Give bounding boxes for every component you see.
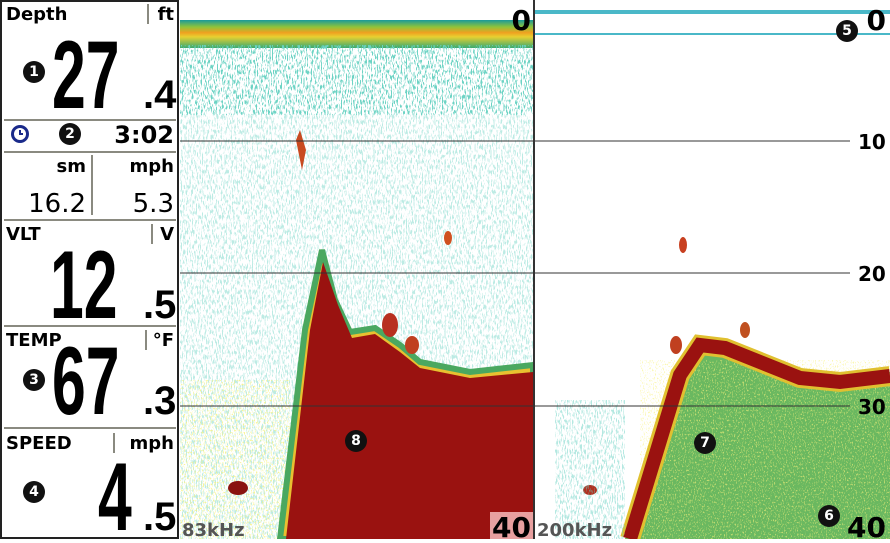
voltage-label: VLT <box>6 224 41 245</box>
frequency: 83kHz <box>182 520 245 539</box>
speed-value: 4 <box>98 444 132 539</box>
time-value: 3:02 <box>114 121 174 149</box>
sonar-83khz <box>180 20 533 539</box>
marker: 4 <box>23 481 45 503</box>
panel-frame <box>0 0 179 539</box>
distance-value: 16.2 <box>28 189 86 219</box>
marker-number: 8 <box>351 433 361 449</box>
temp-unit: °F <box>153 330 174 351</box>
marker-number: 5 <box>842 23 852 39</box>
frequency: 200kHz <box>537 520 612 539</box>
depth-scale-label: 30 <box>858 395 886 419</box>
distance-unit: sm <box>57 156 86 177</box>
marker-number: 4 <box>29 484 39 500</box>
speed-unit: mph <box>130 433 174 454</box>
marker-number: 7 <box>700 435 710 451</box>
marker: 6 <box>818 505 840 527</box>
speed-value: 5.3 <box>133 189 174 219</box>
top-depth: 0 <box>512 4 531 37</box>
marker-number: 1 <box>29 64 39 80</box>
clock-icon <box>11 125 29 143</box>
depth-value: 27 <box>52 22 120 130</box>
top-depth: 0 <box>867 4 886 37</box>
depth-decimal: .4 <box>143 73 177 117</box>
temp-label: TEMP <box>6 330 62 351</box>
speed-unit: mph <box>130 156 174 177</box>
marker-number: 6 <box>824 508 834 524</box>
marker: 5 <box>836 20 858 42</box>
speed-decimal: .5 <box>143 495 176 539</box>
depth-scale-label: 10 <box>858 130 886 154</box>
depth-lines <box>180 140 850 407</box>
voltage-value: 12 <box>50 232 118 340</box>
depth-badge <box>490 512 533 539</box>
speed-label: SPEED <box>6 433 72 454</box>
marker: 8 <box>345 430 367 452</box>
depth-unit: ft <box>158 4 175 25</box>
voltage-decimal: .5 <box>143 283 176 327</box>
marker: 1 <box>23 61 45 83</box>
depth-label: Depth <box>6 4 67 25</box>
bottom-depth: 40 <box>492 511 531 539</box>
temp-decimal: .3 <box>143 379 176 423</box>
marker-number: 3 <box>29 372 39 388</box>
marker: 3 <box>23 369 45 391</box>
sonar-200khz <box>535 10 890 539</box>
marker-number: 2 <box>65 126 75 142</box>
voltage-unit: V <box>160 224 174 245</box>
depth-scale-label: 20 <box>858 262 886 286</box>
data-panel: Depth ft 1 27 .4 2 3:02 sm mph 16.2 5.3 … <box>0 0 179 543</box>
marker: 7 <box>694 432 716 454</box>
bottom-depth: 40 <box>847 511 886 539</box>
temp-value: 67 <box>52 328 120 436</box>
marker: 2 <box>59 123 81 145</box>
